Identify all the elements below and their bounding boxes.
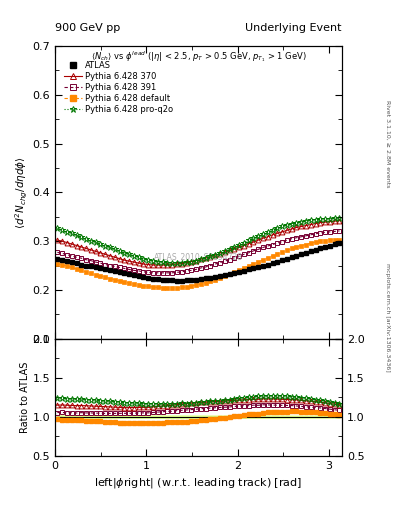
Y-axis label: $\langle d^{2}N_{chg}/d\eta d\phi\rangle$: $\langle d^{2}N_{chg}/d\eta d\phi\rangle… bbox=[13, 156, 29, 229]
X-axis label: left|$\phi$right| (w.r.t. leading track) [rad]: left|$\phi$right| (w.r.t. leading track)… bbox=[94, 476, 303, 490]
Text: Rivet 3.1.10, ≥ 2.8M events: Rivet 3.1.10, ≥ 2.8M events bbox=[385, 100, 390, 187]
Text: 900 GeV pp: 900 GeV pp bbox=[55, 23, 120, 33]
Text: ATLAS_2010_S8894728: ATLAS_2010_S8894728 bbox=[154, 252, 243, 261]
Legend: ATLAS, Pythia 6.428 370, Pythia 6.428 391, Pythia 6.428 default, Pythia 6.428 pr: ATLAS, Pythia 6.428 370, Pythia 6.428 39… bbox=[62, 59, 175, 116]
Text: mcplots.cern.ch [arXiv:1306.3436]: mcplots.cern.ch [arXiv:1306.3436] bbox=[385, 263, 390, 372]
Y-axis label: Ratio to ATLAS: Ratio to ATLAS bbox=[20, 361, 29, 433]
Text: $\langle N_{ch}\rangle$ vs $\phi^{lead}$ ($|\eta|$ < 2.5, $p_{T}$ > 0.5 GeV, $p_: $\langle N_{ch}\rangle$ vs $\phi^{lead}$… bbox=[90, 49, 307, 64]
Text: Underlying Event: Underlying Event bbox=[245, 23, 342, 33]
